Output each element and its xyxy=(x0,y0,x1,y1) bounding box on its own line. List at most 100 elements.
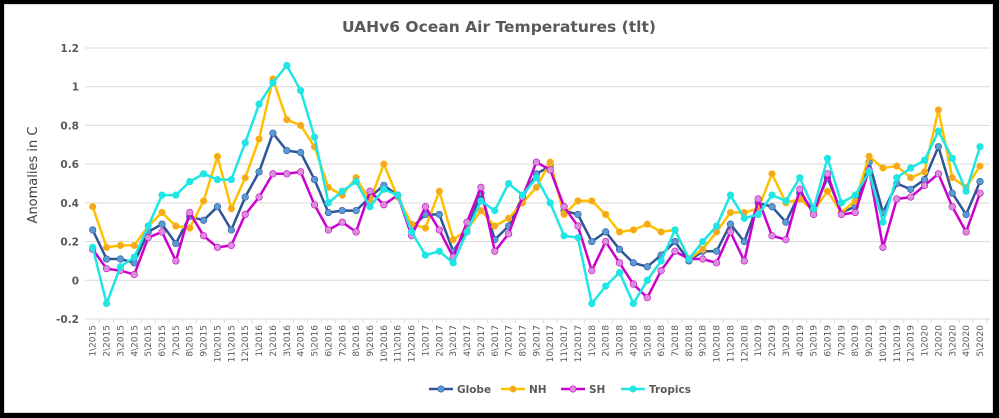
data-point xyxy=(948,174,956,182)
data-point xyxy=(671,226,679,234)
y-tick-label: -0.2 xyxy=(56,314,79,326)
data-point xyxy=(144,234,152,242)
x-tick-label: 9\2017 xyxy=(532,325,542,357)
data-point xyxy=(588,267,596,275)
data-point xyxy=(505,230,513,238)
data-point xyxy=(505,214,513,222)
data-point xyxy=(158,208,166,217)
data-point xyxy=(976,177,984,186)
data-point xyxy=(948,189,956,197)
y-axis-ticks: 1.2 1 0.8 0.6 0.4 0.2 0 -0.2 xyxy=(56,43,79,326)
series-line-sh xyxy=(91,160,982,299)
data-point xyxy=(823,187,832,195)
data-point xyxy=(338,207,346,215)
x-tick-label: 1\2019 xyxy=(754,325,764,357)
data-point xyxy=(920,181,929,190)
data-point xyxy=(89,243,97,251)
data-point xyxy=(421,251,430,259)
x-tick-label: 11\2016 xyxy=(394,325,404,363)
data-point xyxy=(172,191,180,199)
data-point xyxy=(588,197,596,205)
x-tick-label: 2\2019 xyxy=(768,325,778,357)
data-point xyxy=(407,228,416,236)
data-point xyxy=(532,158,540,166)
data-point xyxy=(643,220,651,228)
x-tick-label: 7\2019 xyxy=(837,325,847,357)
data-point xyxy=(518,191,527,199)
data-point xyxy=(546,199,554,207)
data-point xyxy=(186,224,194,232)
data-point xyxy=(269,129,277,137)
data-point xyxy=(782,236,790,244)
x-tick-label: 7\2018 xyxy=(671,325,681,357)
data-point xyxy=(352,207,360,215)
data-point xyxy=(435,210,443,219)
x-tick-label: 8\2017 xyxy=(518,325,528,357)
data-point xyxy=(532,183,540,191)
data-point xyxy=(255,135,263,143)
x-tick-label: 2\2017 xyxy=(435,325,445,357)
data-point xyxy=(754,195,762,203)
series-tropics xyxy=(89,61,984,308)
data-point xyxy=(976,189,984,197)
data-point xyxy=(227,241,235,250)
data-point xyxy=(893,174,901,182)
data-point xyxy=(879,164,887,172)
data-point xyxy=(782,218,790,226)
data-point xyxy=(310,176,319,184)
x-tick-label: 10\2019 xyxy=(879,325,889,363)
x-tick-label: 6\2019 xyxy=(823,325,833,357)
data-point xyxy=(491,207,499,215)
legend-label: NH xyxy=(529,384,547,396)
data-point xyxy=(962,187,970,195)
x-tick-label: 6\2018 xyxy=(657,325,667,357)
data-point xyxy=(449,236,457,244)
data-point xyxy=(643,263,651,271)
data-point xyxy=(823,170,832,178)
data-point xyxy=(130,270,138,279)
data-point xyxy=(796,174,804,182)
data-point xyxy=(851,191,859,199)
data-point xyxy=(699,255,707,263)
x-tick-label: 5\2018 xyxy=(643,325,653,357)
data-point xyxy=(435,226,443,234)
data-point xyxy=(712,259,721,267)
data-point xyxy=(893,195,901,203)
data-point xyxy=(200,197,208,205)
legend-marker xyxy=(569,385,577,393)
data-point xyxy=(588,237,596,246)
legend-item-nh: NH xyxy=(501,384,547,396)
x-tick-label: 7\2016 xyxy=(338,325,348,357)
x-tick-label: 2\2015 xyxy=(103,325,113,357)
data-point xyxy=(920,156,929,164)
legend-label: Globe xyxy=(457,384,491,396)
x-tick-label: 1\2016 xyxy=(255,325,265,357)
x-tick-label: 11\2019 xyxy=(893,325,903,363)
x-tick-label: 5\2017 xyxy=(477,325,487,357)
data-point xyxy=(394,191,402,199)
legend: Globe NH SH Tropics xyxy=(429,384,691,396)
line-chart: UAHv6 Ocean Air Temperatures (tlt) 1.210… xyxy=(26,18,990,396)
x-tick-label: 6\2016 xyxy=(324,325,334,357)
x-tick-label: 12\2019 xyxy=(907,325,917,363)
x-tick-label: 2\2018 xyxy=(602,325,612,357)
data-point xyxy=(116,255,125,263)
x-tick-label: 9\2019 xyxy=(865,325,875,357)
data-point xyxy=(588,299,596,308)
data-point xyxy=(782,197,790,205)
data-point xyxy=(796,185,804,193)
data-point xyxy=(130,253,138,261)
data-point xyxy=(89,226,97,234)
data-point xyxy=(269,170,277,178)
data-point xyxy=(699,237,707,246)
data-point xyxy=(920,168,929,176)
data-point xyxy=(241,210,249,219)
data-point xyxy=(934,127,943,135)
data-point xyxy=(186,208,194,217)
data-point xyxy=(338,187,346,195)
data-point xyxy=(602,237,610,246)
data-point xyxy=(144,222,152,230)
x-tick-label: 11\2015 xyxy=(227,325,237,362)
chart-frame: UAHv6 Ocean Air Temperatures (tlt) 1.2 1 0… xyxy=(4,4,993,413)
x-tick-label: 6\2015 xyxy=(158,325,168,357)
